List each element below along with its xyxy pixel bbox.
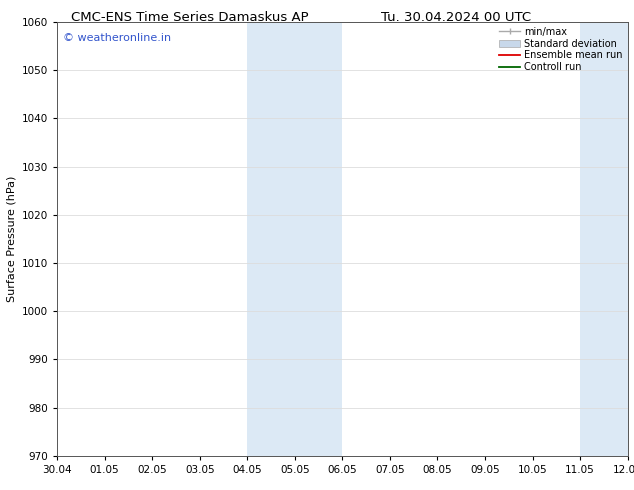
Text: Tu. 30.04.2024 00 UTC: Tu. 30.04.2024 00 UTC [382,11,531,24]
Text: CMC-ENS Time Series Damaskus AP: CMC-ENS Time Series Damaskus AP [72,11,309,24]
Bar [580,22,634,456]
Y-axis label: Surface Pressure (hPa): Surface Pressure (hPa) [6,176,16,302]
Bar [247,22,342,456]
Legend: min/max, Standard deviation, Ensemble mean run, Controll run: min/max, Standard deviation, Ensemble me… [497,25,624,74]
Text: © weatheronline.in: © weatheronline.in [63,33,171,43]
